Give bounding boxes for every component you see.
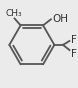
Text: CH₃: CH₃ bbox=[6, 9, 22, 18]
Text: OH: OH bbox=[52, 14, 68, 24]
Text: F: F bbox=[71, 48, 77, 59]
Text: F: F bbox=[71, 35, 77, 45]
